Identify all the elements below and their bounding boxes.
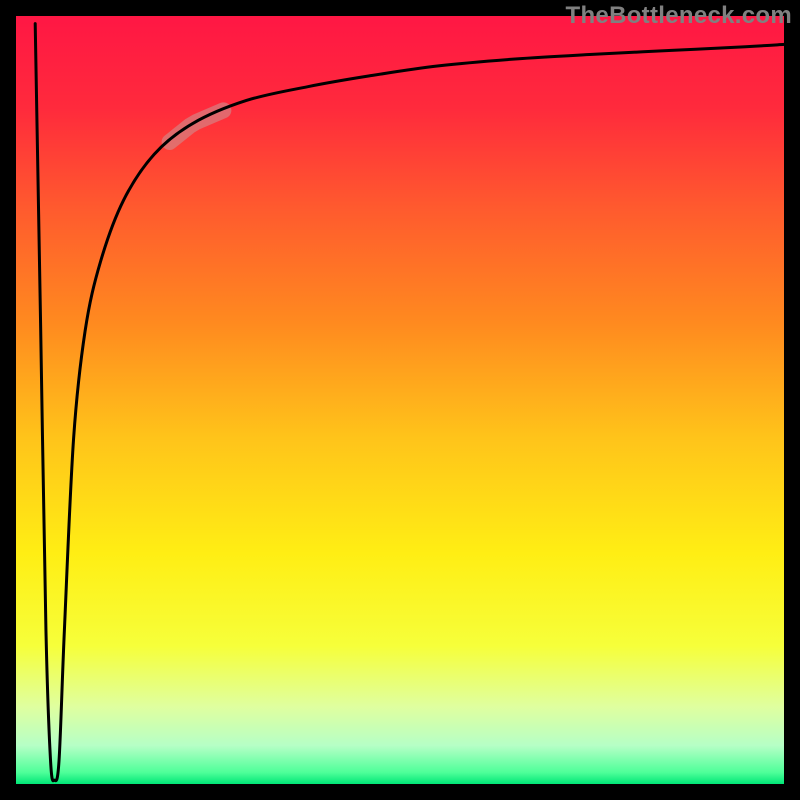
chart-container: TheBottleneck.com [0,0,800,800]
plot-background [16,16,784,784]
bottleneck-chart [0,0,800,800]
watermark-text: TheBottleneck.com [566,2,792,30]
